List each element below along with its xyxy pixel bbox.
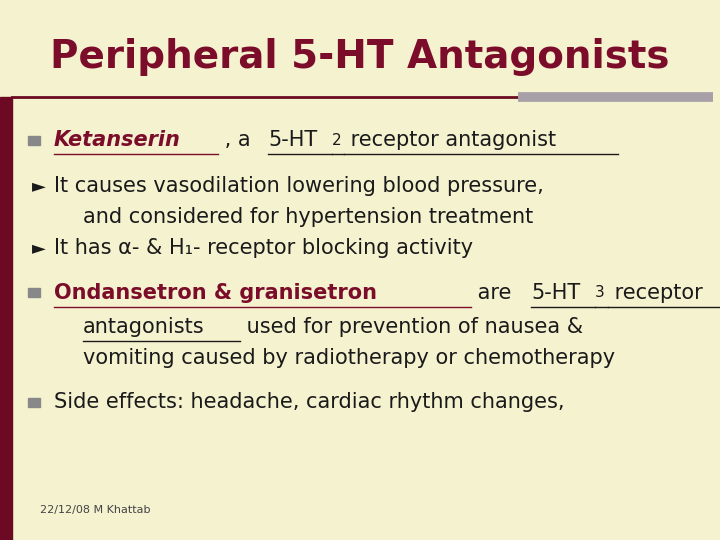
Text: 3: 3 [595, 285, 605, 300]
Text: It has α- & H₁- receptor blocking activity: It has α- & H₁- receptor blocking activi… [54, 238, 473, 259]
Text: receptor: receptor [608, 282, 702, 303]
Text: 5-HT: 5-HT [269, 130, 318, 151]
Bar [28, 288, 40, 297]
Text: Ondansetron & granisetron: Ondansetron & granisetron [54, 282, 377, 303]
Text: ►: ► [32, 177, 46, 195]
Text: vomiting caused by radiotherapy or chemotherapy: vomiting caused by radiotherapy or chemo… [83, 348, 615, 368]
Text: 2: 2 [332, 133, 341, 148]
Bar [28, 397, 40, 407]
Text: antagonists: antagonists [83, 316, 204, 337]
Text: It causes vasodilation lowering blood pressure,: It causes vasodilation lowering blood pr… [54, 176, 544, 197]
Text: are: are [471, 282, 518, 303]
Text: Side effects: headache, cardiac rhythm changes,: Side effects: headache, cardiac rhythm c… [54, 392, 564, 413]
Text: receptor antagonist: receptor antagonist [344, 130, 557, 151]
Text: , a: , a [217, 130, 257, 151]
Text: Peripheral 5-HT Antagonists: Peripheral 5-HT Antagonists [50, 38, 670, 76]
Text: 22/12/08 M Khattab: 22/12/08 M Khattab [40, 505, 150, 515]
Text: and considered for hypertension treatment: and considered for hypertension treatmen… [83, 207, 533, 227]
Text: ►: ► [32, 239, 46, 258]
Text: 5-HT: 5-HT [531, 282, 580, 303]
Text: Ketanserin: Ketanserin [54, 130, 181, 151]
Text: used for prevention of nausea &: used for prevention of nausea & [240, 316, 583, 337]
Bar [0, 97, 12, 540]
Bar [28, 136, 40, 145]
